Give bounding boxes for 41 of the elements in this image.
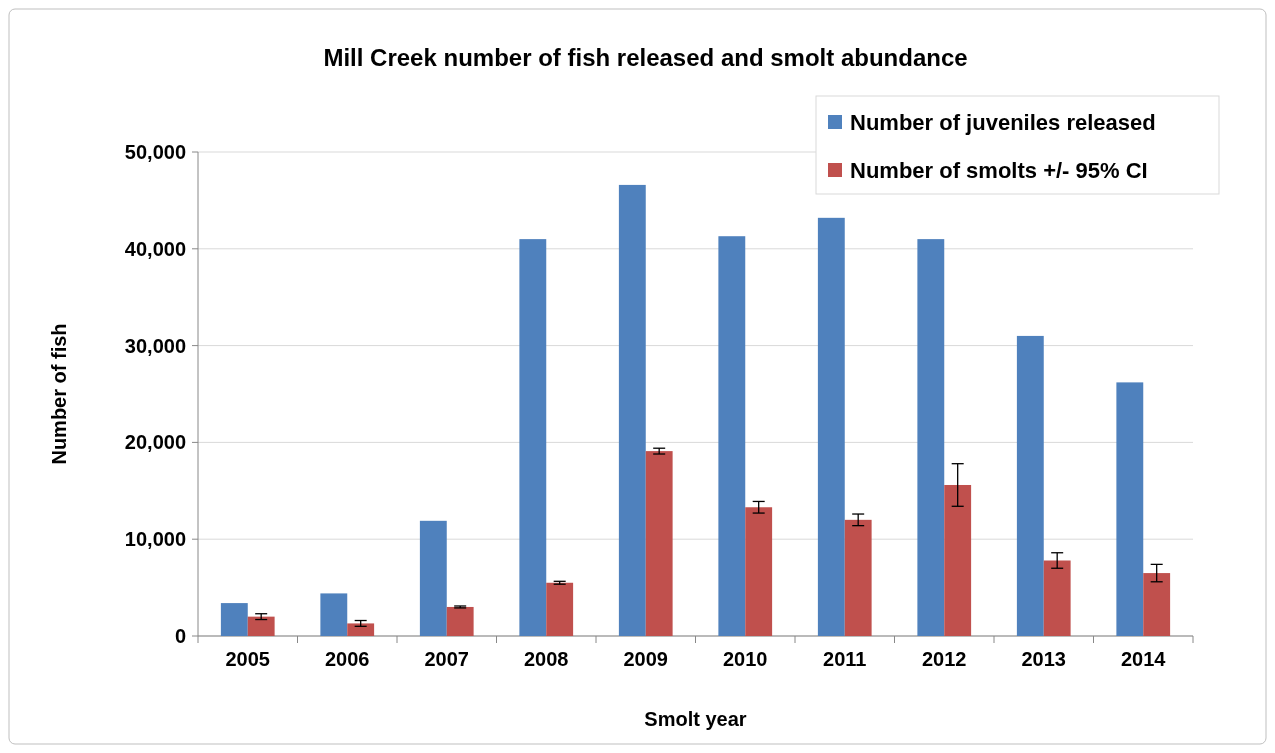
x-tick-label: 2008 (524, 648, 569, 670)
x-axis-title: Smolt year (644, 708, 747, 730)
y-tick-label: 0 (174, 625, 186, 647)
x-tick-label: 2013 (1021, 648, 1066, 670)
bar (844, 519, 872, 636)
bar (347, 623, 375, 636)
bar (446, 606, 474, 636)
y-tick-label: 20,000 (124, 431, 186, 454)
x-tick-label: 2012 (922, 648, 967, 670)
bar (1116, 382, 1144, 636)
bar (917, 239, 945, 636)
chart-title: Mill Creek number of fish released and smolt abundance (323, 44, 968, 71)
y-tick-label: 40,000 (124, 237, 186, 260)
x-tick-label: 2010 (723, 648, 768, 670)
bar (247, 616, 275, 636)
bar (745, 507, 773, 636)
x-tick-label: 2011 (823, 648, 867, 670)
bar (618, 184, 646, 636)
bar (1016, 335, 1044, 636)
bar (718, 236, 746, 636)
bar (519, 239, 547, 636)
y-tick-label: 10,000 (124, 528, 186, 551)
x-tick-label: 2009 (623, 648, 668, 670)
bar (1143, 573, 1171, 636)
legend-label: Number of juveniles released (850, 109, 1156, 135)
y-tick-label: 30,000 (124, 334, 186, 357)
x-tick-label: 2005 (225, 648, 270, 670)
x-tick-label: 2014 (1121, 648, 1167, 670)
x-tick-label: 2006 (325, 648, 370, 670)
bar (419, 520, 447, 636)
y-axis-title: Number of fish (48, 323, 70, 465)
bar (546, 582, 574, 636)
bar (817, 217, 845, 636)
bar (1043, 560, 1071, 636)
bar (944, 484, 972, 636)
bar (220, 603, 248, 636)
legend-label: Number of smolts +/- 95% CI (850, 157, 1148, 183)
y-tick-label: 50,000 (124, 141, 186, 163)
bar (645, 451, 673, 636)
x-tick-label: 2007 (424, 648, 469, 670)
bar (320, 593, 348, 636)
